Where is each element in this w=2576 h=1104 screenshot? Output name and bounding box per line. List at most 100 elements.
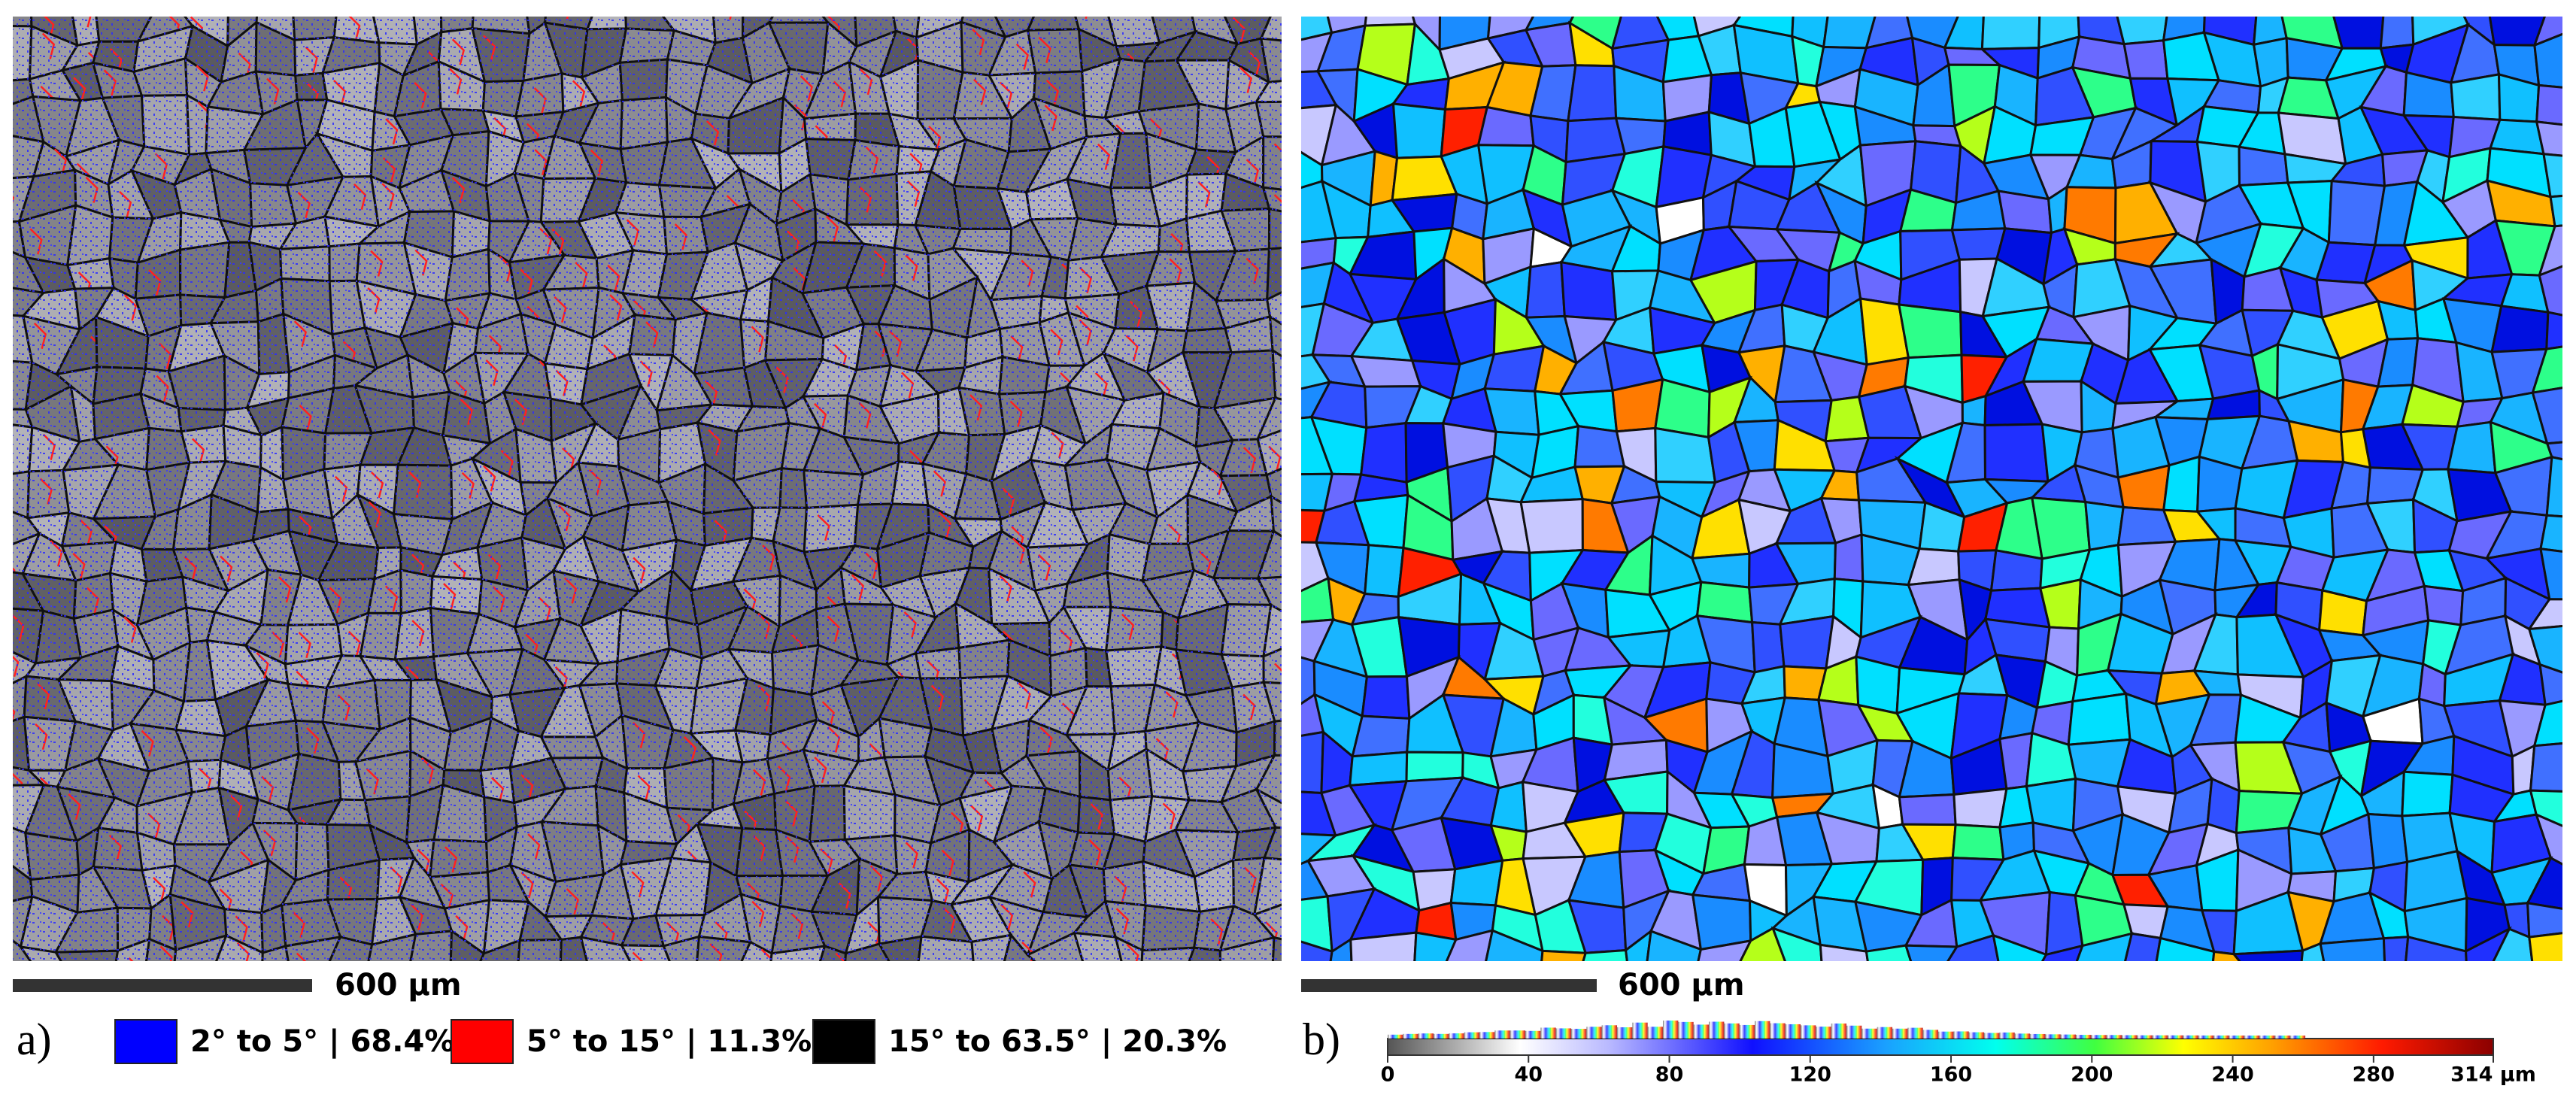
grain: [1352, 716, 1409, 757]
colorbar-tick-label: 160: [1930, 1063, 1972, 1087]
histogram-bar: [1861, 1029, 1877, 1039]
panel-label: a): [17, 1015, 52, 1064]
legend-label: 15° to 63.5° | 20.3%: [888, 1024, 1227, 1060]
histogram-bar: [1969, 1033, 1984, 1039]
histogram-bar: [1786, 1024, 1801, 1039]
grain: [2402, 772, 2453, 816]
histogram-bar: [1617, 1027, 1632, 1039]
low-angle-boundary: [0, 507, 5, 532]
histogram-bar: [1694, 1024, 1709, 1039]
grain: [2492, 306, 2548, 352]
grain: [2383, 937, 2408, 984]
histogram-bar: [1418, 1033, 1434, 1039]
histogram-bar: [2137, 1036, 2152, 1039]
legend-label: 2° to 5° | 68.4%: [190, 1024, 454, 1060]
grain: [1992, 550, 2043, 590]
grain: [1655, 428, 1716, 482]
grain: [2368, 814, 2408, 869]
legend-swatch: [813, 1020, 875, 1063]
low-angle-boundary: [2, 187, 14, 212]
histogram-bar: [1510, 1030, 1525, 1039]
grain: [1351, 933, 1416, 984]
grain: [1365, 545, 1403, 597]
histogram-bar: [2045, 1034, 2060, 1039]
histogram-bar: [1434, 1034, 1449, 1039]
histogram-bar: [2274, 1036, 2289, 1039]
scale-bar: [13, 979, 312, 992]
grain: [1362, 677, 1409, 719]
histogram-bar: [2213, 1036, 2229, 1039]
grain: [1394, 104, 1446, 158]
grain: [1568, 65, 1616, 121]
grain: [2537, 122, 2574, 157]
grain: [2547, 457, 2576, 518]
grain: [1350, 752, 1407, 785]
histogram-bar: [1556, 1028, 1571, 1039]
histogram-bar: [2198, 1036, 2213, 1039]
grain: [1752, 623, 1784, 672]
low-angle-boundary: [0, 366, 4, 392]
histogram-bar: [2030, 1034, 2045, 1039]
grain: [1952, 825, 2004, 860]
grain: [2547, 312, 2576, 349]
grain: [2320, 939, 2385, 988]
histogram-bar: [1724, 1024, 1739, 1039]
grain: [2537, 85, 2571, 126]
histogram-bar: [1801, 1025, 1816, 1039]
grain: [2032, 498, 2090, 559]
histogram-bar: [2015, 1033, 2030, 1039]
histogram-bar: [1770, 1024, 1785, 1039]
grain: [1526, 262, 1564, 318]
grain: [2164, 456, 2200, 511]
histogram-bar: [2244, 1036, 2259, 1039]
histogram-bar: [1663, 1021, 1678, 1039]
histogram-bar: [1999, 1033, 2014, 1039]
histogram-bar: [2229, 1036, 2244, 1039]
colorbar-tick-label: 240: [2211, 1063, 2253, 1087]
histogram-bar: [2076, 1035, 2091, 1039]
histogram-bar: [2061, 1035, 2076, 1039]
colorbar-tick-label: 40: [1514, 1063, 1543, 1087]
low-angle-boundary: [1039, 962, 1050, 987]
low-angle-boundary: [1282, 612, 1294, 638]
grain: [2124, 41, 2168, 79]
histogram-bar: [1938, 1032, 1953, 1039]
histogram-bar: [2107, 1035, 2122, 1039]
colorbar-tick-label: 314 µm: [2450, 1063, 2536, 1087]
low-angle-boundary: [1287, 835, 1298, 860]
histogram-bar: [1449, 1033, 1464, 1039]
grain: [1982, 0, 2040, 49]
grain: [1954, 789, 2007, 827]
histogram-bar: [1586, 1027, 1601, 1039]
grain: [1820, 945, 1873, 994]
histogram-bar: [1923, 1030, 1938, 1039]
low-angle-boundary: [1285, 763, 1297, 788]
histogram-bar: [1602, 1025, 1617, 1039]
scale-bar-label: 600 µm: [335, 968, 462, 1002]
panel-label: b): [1303, 1015, 1340, 1064]
grain: [1521, 499, 1582, 554]
grain: [2380, 0, 2414, 48]
histogram-bar: [1984, 1033, 1999, 1039]
low-angle-specks: [13, 17, 1282, 961]
histogram-bar: [1907, 1028, 1922, 1039]
misorientation-map: [0, 0, 1313, 991]
histogram-bar: [1648, 1027, 1663, 1039]
legend-swatch: [115, 1020, 177, 1063]
grain: [2068, 693, 2130, 745]
legend: 2° to 5° | 68.4%5° to 15° | 11.3%15° to …: [115, 1020, 1227, 1063]
histogram-bar: [1388, 1035, 1403, 1039]
grain: [2424, 586, 2462, 625]
grain: [1361, 423, 1407, 483]
histogram-bar: [1831, 1024, 1846, 1039]
grain: [1365, 0, 1415, 26]
grain: [1899, 795, 1956, 825]
histogram-bar: [2091, 1035, 2106, 1039]
histogram-bar: [1479, 1032, 1494, 1039]
histogram-bar: [1632, 1023, 1647, 1039]
grain: [1856, 657, 1900, 713]
colorbar-tick-label: 200: [2071, 1063, 2113, 1087]
histogram-bar: [1816, 1027, 1831, 1039]
